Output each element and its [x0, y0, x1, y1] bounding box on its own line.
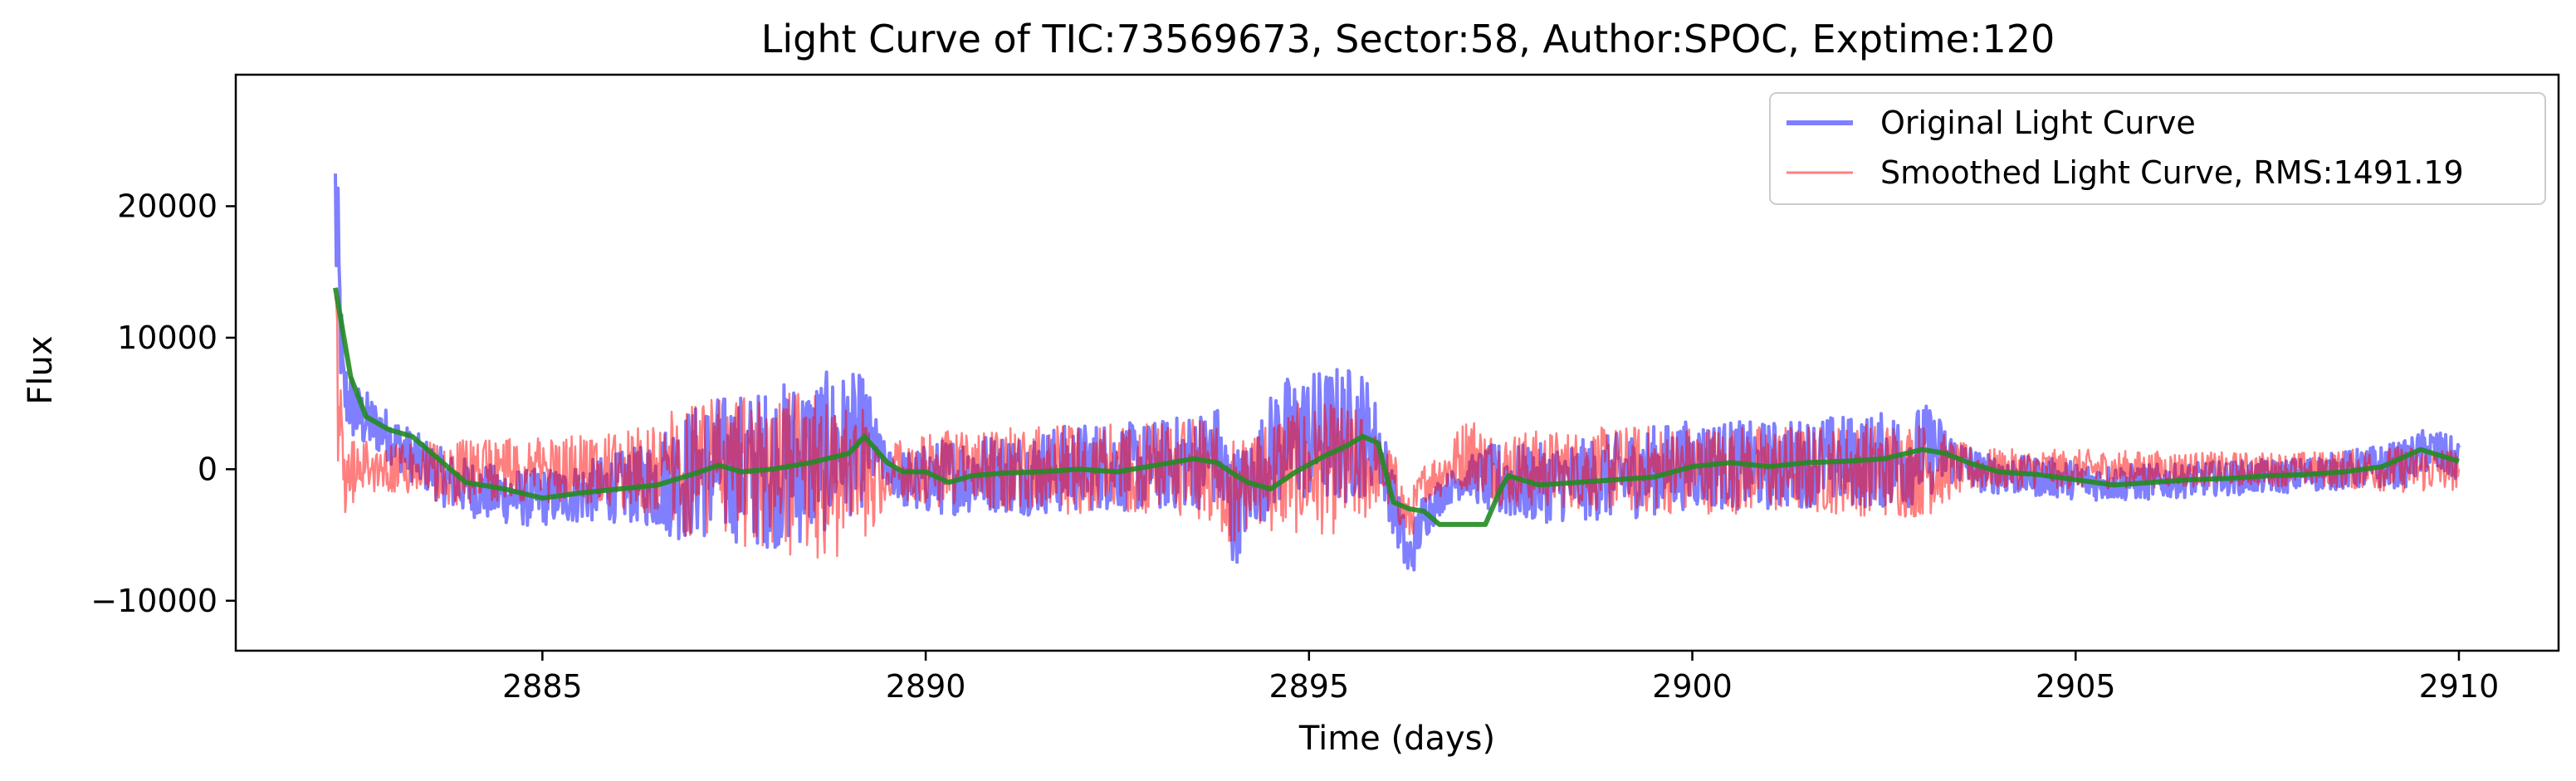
legend-label-smoothed: Smoothed Light Curve, RMS:1491.19 [1880, 154, 2464, 191]
x-tick-label: 2905 [2036, 668, 2116, 705]
x-axis: 2885 2890 2895 2900 2905 2910 [502, 651, 2499, 705]
x-tick-label: 2900 [1652, 668, 1733, 705]
y-tick-label: 10000 [117, 320, 218, 356]
x-axis-label: Time (days) [1298, 720, 1495, 758]
y-axis: −10000 0 10000 20000 [90, 188, 236, 619]
legend-label-original: Original Light Curve [1880, 105, 2196, 141]
y-axis-label: Flux [22, 335, 60, 404]
y-tick-label: 20000 [117, 188, 218, 224]
x-tick-label: 2890 [886, 668, 966, 705]
y-tick-label: 0 [198, 451, 218, 487]
x-tick-label: 2885 [502, 668, 583, 705]
legend-box [1769, 92, 2546, 205]
legend: Original Light Curve Smoothed Light Curv… [1769, 92, 2546, 205]
x-tick-label: 2895 [1268, 668, 1349, 705]
plot-frame [234, 73, 2560, 652]
x-tick-label: 2910 [2419, 668, 2500, 705]
chart-title: Light Curve of TIC:73569673, Sector:58, … [761, 17, 2055, 61]
plot-area [333, 173, 2461, 572]
y-tick-label: −10000 [90, 583, 218, 619]
series-smoothed-light-curve [334, 295, 2461, 559]
series-trend-line [333, 287, 2460, 527]
